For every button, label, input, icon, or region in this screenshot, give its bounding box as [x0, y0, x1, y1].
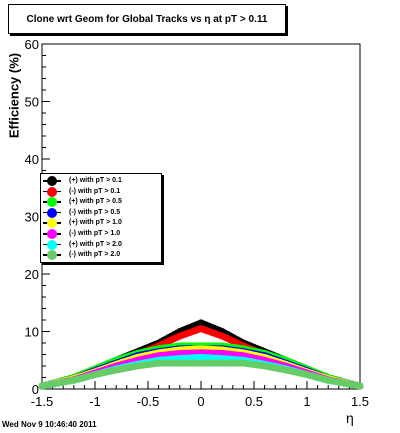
- x-tick-label: 1.5: [351, 394, 369, 409]
- legend-label: (+) with pT > 2.0: [69, 240, 122, 248]
- x-tick-label: 0.5: [245, 394, 263, 409]
- legend-entry: (+) with pT > 0.5: [41, 197, 161, 208]
- y-tick-label: 10: [25, 325, 39, 340]
- legend-label: (-) with pT > 0.1: [69, 187, 121, 195]
- legend-entry: (+) with pT > 1.0: [41, 218, 161, 229]
- legend-entry: (+) with pT > 0.1: [41, 176, 161, 186]
- legend-label: (+) with pT > 0.5: [69, 198, 122, 206]
- legend-entry: (-) with pT > 2.0: [41, 250, 161, 261]
- legend-label: (+) with pT > 0.1: [69, 177, 122, 184]
- legend-marker: [47, 239, 57, 250]
- legend-label: (-) with pT > 0.5: [69, 208, 121, 216]
- data-point: [356, 382, 364, 390]
- timestamp: Wed Nov 9 10:46:40 2011: [2, 420, 97, 429]
- axis-tick-labels: 0 10 20 30 40 50 60 -1.5 -1 -0.5 0 0.5 1 1.5: [25, 37, 370, 409]
- data-marks: [38, 319, 364, 390]
- chart-title: Clone wrt Geom for Global Tracks vs η at…: [8, 4, 286, 34]
- legend-entry: (-) with pT > 0.1: [41, 186, 161, 197]
- x-tick-label: -0.5: [137, 394, 159, 409]
- legend: (+) with pT > 0.1 (-) with pT > 0.1 (+) wi…: [40, 173, 162, 263]
- legend-entry: (+) with pT > 2.0: [41, 239, 161, 250]
- x-tick-label: -1.5: [31, 394, 53, 409]
- legend-marker: [47, 218, 57, 229]
- legend-label: (+) with pT > 1.0: [69, 219, 122, 227]
- legend-marker: [47, 197, 57, 208]
- y-axis-label: Efficiency (%): [6, 52, 22, 139]
- legend-marker: [47, 176, 57, 186]
- legend-marker: [47, 250, 57, 261]
- y-tick-label: 30: [25, 210, 39, 225]
- legend-marker: [47, 229, 57, 239]
- legend-marker: [47, 186, 57, 197]
- y-tick-label: 60: [25, 37, 39, 52]
- x-axis-label: η: [346, 410, 354, 426]
- y-tick-label: 0: [32, 382, 39, 397]
- legend-entry: (-) with pT > 0.5: [41, 207, 161, 218]
- x-tick-label: 0: [197, 394, 204, 409]
- legend-marker: [47, 207, 57, 218]
- y-tick-label: 50: [25, 95, 39, 110]
- legend-entry: (-) with pT > 1.0: [41, 229, 161, 239]
- series-8: [38, 359, 364, 390]
- legend-label: (-) with pT > 2.0: [69, 251, 121, 259]
- legend-label: (-) with pT > 1.0: [69, 230, 121, 237]
- x-tick-label: 1: [303, 394, 310, 409]
- y-tick-label: 40: [25, 152, 39, 167]
- x-tick-label: -1: [89, 394, 101, 409]
- y-tick-label: 20: [25, 267, 39, 282]
